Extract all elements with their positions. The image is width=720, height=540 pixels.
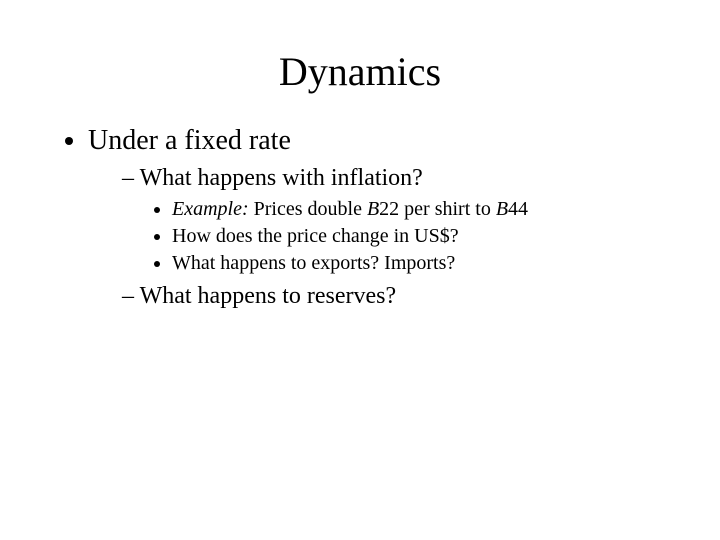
list-item: What happens to reserves? xyxy=(122,283,670,310)
list-item: What happens to exports? Imports? xyxy=(172,252,670,275)
bullet-text: What happens with inflation? xyxy=(140,165,423,191)
list-item: Example: Prices double B22 per shirt to … xyxy=(172,198,670,221)
bullet-text: 44 xyxy=(508,198,528,220)
bullet-text: Under a fixed rate xyxy=(88,125,291,156)
slide-content: Under a fixed rate What happens with inf… xyxy=(0,95,720,310)
list-item: How does the price change in US$? xyxy=(172,225,670,248)
bullet-list-level1: Under a fixed rate What happens with inf… xyxy=(50,125,670,310)
example-label: Example: xyxy=(172,198,249,220)
slide: Dynamics Under a fixed rate What happens… xyxy=(0,0,720,540)
bullet-text: 22 per shirt to xyxy=(379,198,496,220)
bullet-list-level2: What happens with inflation? Example: Pr… xyxy=(88,165,670,310)
bullet-text: Prices double xyxy=(249,198,367,220)
bullet-list-level3: Example: Prices double B22 per shirt to … xyxy=(122,198,670,275)
slide-title: Dynamics xyxy=(0,0,720,95)
bullet-text: What happens to reserves? xyxy=(140,283,397,309)
currency-symbol: B xyxy=(496,198,508,220)
bullet-text: How does the price change in US$? xyxy=(172,225,459,247)
list-item: Under a fixed rate What happens with inf… xyxy=(88,125,670,310)
currency-symbol: B xyxy=(367,198,379,220)
list-item: What happens with inflation? Example: Pr… xyxy=(122,165,670,275)
bullet-text: What happens to exports? Imports? xyxy=(172,252,455,274)
